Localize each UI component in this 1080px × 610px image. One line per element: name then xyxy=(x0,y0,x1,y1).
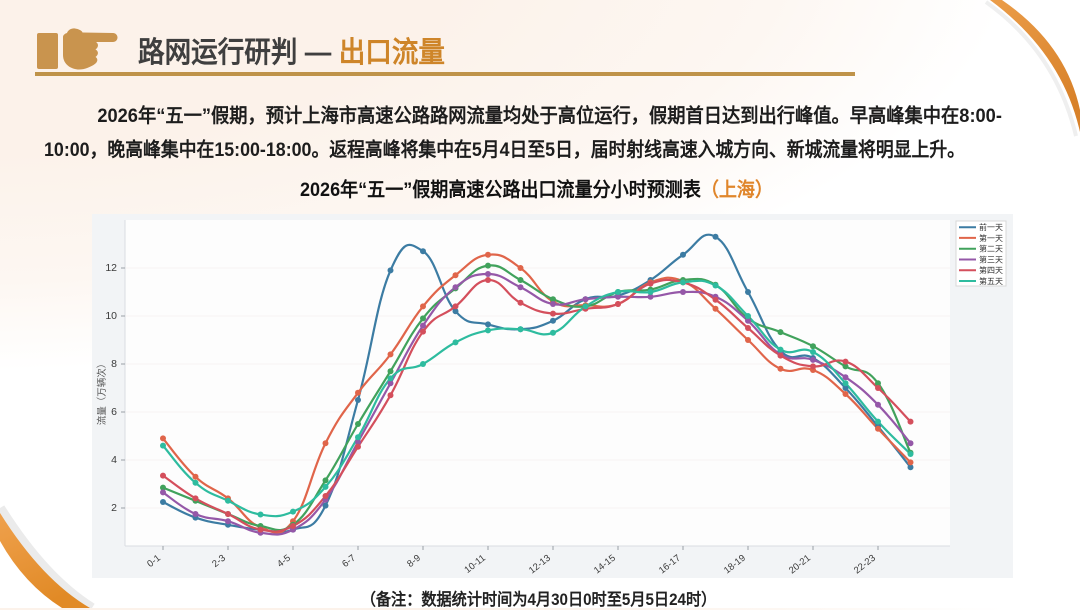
svg-text:12: 12 xyxy=(105,262,117,274)
svg-text:第一天: 第一天 xyxy=(979,233,1003,243)
svg-text:第四天: 第四天 xyxy=(979,265,1003,275)
svg-text:2: 2 xyxy=(111,502,117,514)
svg-text:8: 8 xyxy=(111,358,117,370)
svg-text:第二天: 第二天 xyxy=(979,244,1003,254)
svg-text:流量（万辆次）: 流量（万辆次） xyxy=(96,359,108,426)
svg-text:前一天: 前一天 xyxy=(979,222,1003,232)
svg-text:第三天: 第三天 xyxy=(979,255,1003,265)
svg-text:4: 4 xyxy=(111,454,117,466)
svg-text:10: 10 xyxy=(105,310,117,322)
svg-text:第五天: 第五天 xyxy=(979,276,1003,286)
svg-text:6: 6 xyxy=(111,406,117,418)
